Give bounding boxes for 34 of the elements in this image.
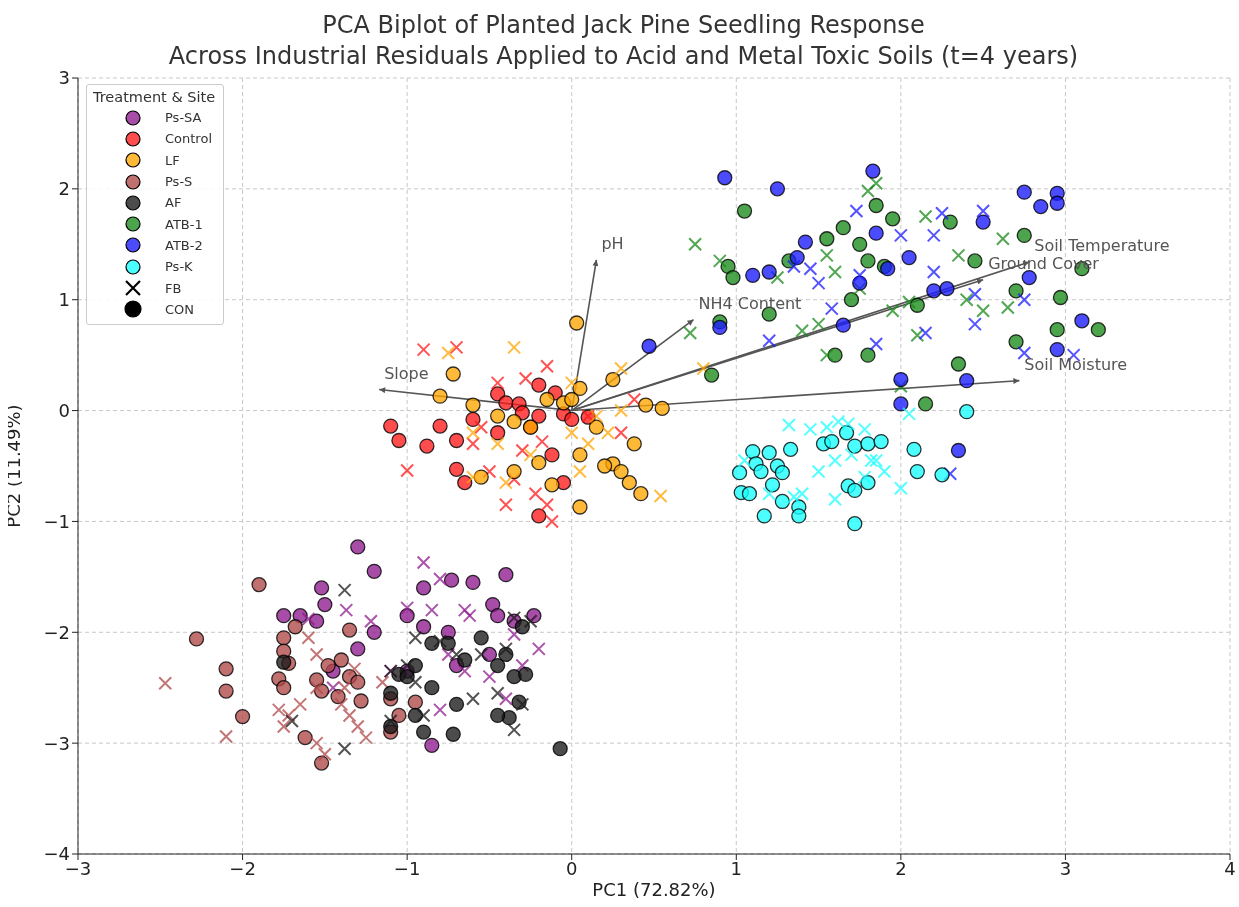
legend-label: AF [165, 195, 182, 211]
legend-label: LF [165, 152, 180, 168]
x-tick-label: −2 [229, 857, 256, 879]
y-tick-label: −2 [43, 621, 70, 643]
series-label: Ground Cover [988, 253, 1100, 273]
x-axis-title: PC1 (72.82%) [592, 879, 716, 900]
series-label: NH4 Content [698, 293, 802, 313]
x-tick-label: 4 [1224, 857, 1236, 879]
y-tick-label: 2 [58, 178, 70, 200]
legend-label: Control [165, 131, 212, 147]
legend-label: ATB-2 [165, 237, 203, 253]
y-tick-label: 0 [58, 399, 70, 421]
y-tick-label: −1 [43, 510, 70, 532]
series-label: pH [601, 233, 624, 253]
legend-label: Ps-SA [165, 110, 202, 126]
y-tick-label: 1 [58, 289, 70, 311]
y-tick-label: 3 [58, 67, 70, 89]
x-tick-label: −1 [393, 857, 421, 879]
legend-title: Treatment & Site [93, 89, 216, 105]
y-tick-label: −4 [43, 843, 70, 865]
x-tick-label: 0 [565, 857, 578, 879]
chart-title: PCA Biplot of Planted Jack Pine Seedling Response Across Industrial Residuals Applied to Acid and Metal Toxic Soils (t=4 years) [167, 10, 1080, 70]
y-tick-label: −3 [43, 732, 70, 754]
legend-label: Ps-S [165, 174, 193, 190]
x-tick-label: 3 [1059, 857, 1072, 879]
legend-label: Ps-K [165, 259, 193, 275]
legend-label: FB [165, 280, 182, 296]
legend-label: CON [165, 301, 195, 317]
x-tick-label: 2 [895, 857, 907, 879]
legend-label: ATB-1 [165, 216, 203, 232]
x-tick-label: 1 [730, 857, 743, 879]
series-label: Soil Temperature [1034, 236, 1170, 256]
series-label: Soil Moisture [1024, 354, 1128, 374]
series-label: Slope [384, 363, 429, 383]
